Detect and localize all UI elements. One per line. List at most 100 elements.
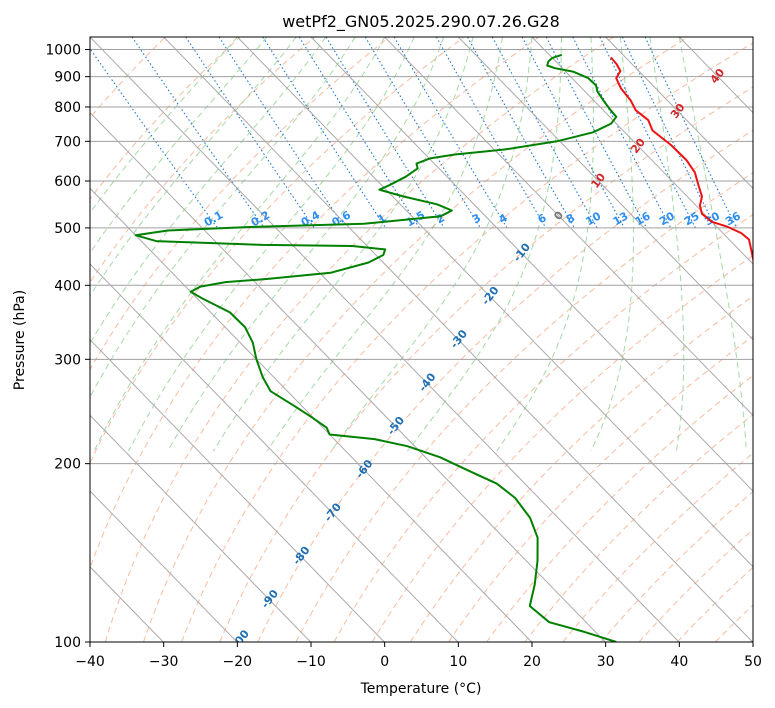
sounding-traces <box>134 53 753 642</box>
dry-adiabat-line <box>90 37 390 371</box>
isotherm-line <box>163 37 753 642</box>
y-tick-label: 200 <box>54 457 81 473</box>
isotherm-label: -70 <box>322 500 345 524</box>
x-tick-label: −30 <box>149 654 179 670</box>
plot-frame <box>89 36 754 643</box>
moist-adiabat-line <box>330 37 533 452</box>
mixing-ratio-line <box>599 37 696 229</box>
dry-adiabat-line <box>90 37 465 464</box>
x-tick-label: 10 <box>449 654 467 670</box>
pressure-gridlines <box>90 49 753 642</box>
mixing-ratio-line <box>298 37 420 229</box>
dry-adiabats <box>90 37 775 642</box>
dry-adiabat-line <box>219 86 753 642</box>
mixing-ratio-line <box>325 37 445 229</box>
moist-adiabat-line <box>90 37 327 345</box>
isotherm-label: 0 <box>551 208 566 222</box>
dry-adiabat-line <box>638 528 753 642</box>
x-tick-label: −10 <box>296 654 326 670</box>
x-axis-title: Temperature (°C) <box>360 681 482 697</box>
isotherm-label: -50 <box>385 414 408 438</box>
isotherm-label: -40 <box>416 370 439 394</box>
x-tick-label: 20 <box>523 654 541 670</box>
x-tick-label: 50 <box>744 654 762 670</box>
dry-adiabat-line <box>257 129 753 642</box>
isotherm-line <box>90 187 532 642</box>
x-axis-ticks: −40 −30 −20 −10 0 10 20 30 40 50 <box>75 642 762 670</box>
line-labels: 0.1 0.2 0.4 0.6 1 1.5 2 3 4 6 8 10 13 16 20 25 30 36-100-… <box>202 66 743 642</box>
moist-adiabat-line <box>407 37 562 452</box>
skewed-isotherms <box>90 37 753 642</box>
isotherm-label: -10 <box>511 240 534 264</box>
isotherm-line <box>90 37 680 642</box>
isotherm-line <box>531 37 753 265</box>
chart-title: wetPf2_GN05.2025.290.07.26.G28 <box>282 12 560 32</box>
isotherm-line <box>90 111 606 642</box>
dry-adiabat-line <box>181 42 753 642</box>
mixing-ratio-line <box>364 37 481 229</box>
moist-adiabat-line <box>93 37 386 452</box>
mixing-ratio-line <box>491 37 598 229</box>
isotherm-line <box>752 37 753 38</box>
x-tick-label: 30 <box>597 654 615 670</box>
isotherm-line <box>90 490 238 642</box>
moist-adiabat-line <box>90 37 356 399</box>
dry-adiabat-line <box>142 37 689 642</box>
dry-adiabat-line <box>90 37 241 200</box>
y-tick-label: 300 <box>54 352 81 368</box>
dry-adiabat-line <box>104 37 614 642</box>
moist-adiabats <box>90 37 747 452</box>
dry-adiabat-line <box>754 37 775 642</box>
mixing-ratio-line <box>644 37 738 229</box>
moist-adiabat-line <box>90 37 297 297</box>
mixing-ratio-label: 10 <box>583 209 603 228</box>
y-tick-label: 800 <box>54 100 81 116</box>
mixing-ratio-label: 25 <box>682 209 702 228</box>
y-axis-ticks: 1000 900 800 700 600 500 400 300 200 100 <box>45 43 90 651</box>
y-tick-label: 1000 <box>45 43 81 59</box>
mixing-ratio-line <box>218 37 346 229</box>
dry-adiabat-line <box>715 604 753 642</box>
mixing-ratio-line <box>185 37 315 229</box>
moist-adiabat-line <box>212 37 474 452</box>
isotherm-line <box>90 263 459 642</box>
moist-adiabat-line <box>590 37 635 452</box>
mixing-ratio-label: 6 <box>536 211 549 226</box>
y-tick-label: 900 <box>54 70 81 86</box>
dry-adiabat-line <box>524 413 753 642</box>
mixing-ratio-label: 20 <box>657 209 677 228</box>
x-tick-label: −40 <box>75 654 105 670</box>
isotherm-label: -60 <box>353 457 376 481</box>
mixing-ratio-line <box>545 37 647 229</box>
x-tick-label: 0 <box>380 654 389 670</box>
mixing-ratio-line <box>621 37 717 229</box>
mixing-ratio-label: 13 <box>611 209 631 228</box>
y-tick-label: 500 <box>54 221 81 237</box>
isotherm-label: -30 <box>448 327 471 351</box>
moist-adiabat-line <box>678 37 747 452</box>
x-tick-label: −20 <box>223 654 253 670</box>
dry-adiabat-line <box>333 213 753 642</box>
moist-adiabat-line <box>128 37 415 452</box>
x-tick-label: 40 <box>670 654 688 670</box>
isotherm-label: -80 <box>290 544 313 568</box>
mixing-ratio-line <box>521 37 625 229</box>
dry-adiabat-line <box>90 37 316 284</box>
dry-adiabat-line <box>448 335 753 642</box>
isotherm-line <box>605 37 753 190</box>
dry-adiabat-line <box>486 374 753 642</box>
y-tick-label: 700 <box>54 134 81 150</box>
dry-adiabat-line <box>371 254 753 642</box>
mixing-ratio-label: 8 <box>564 211 577 226</box>
y-tick-label: 100 <box>54 635 81 651</box>
mixing-ratio-label: 30 <box>702 209 722 228</box>
dewpoint-line <box>134 53 618 642</box>
temperature-line <box>610 56 753 262</box>
y-axis-title: Pressure (hPa) <box>12 290 28 390</box>
mixing-ratio-line <box>467 37 575 229</box>
mixing-ratio-line <box>435 37 547 229</box>
moist-adiabat-line <box>167 37 445 452</box>
mixing-ratio-line <box>262 37 387 229</box>
mixing-ratio-line <box>131 37 265 229</box>
isotherm-line <box>236 37 753 568</box>
